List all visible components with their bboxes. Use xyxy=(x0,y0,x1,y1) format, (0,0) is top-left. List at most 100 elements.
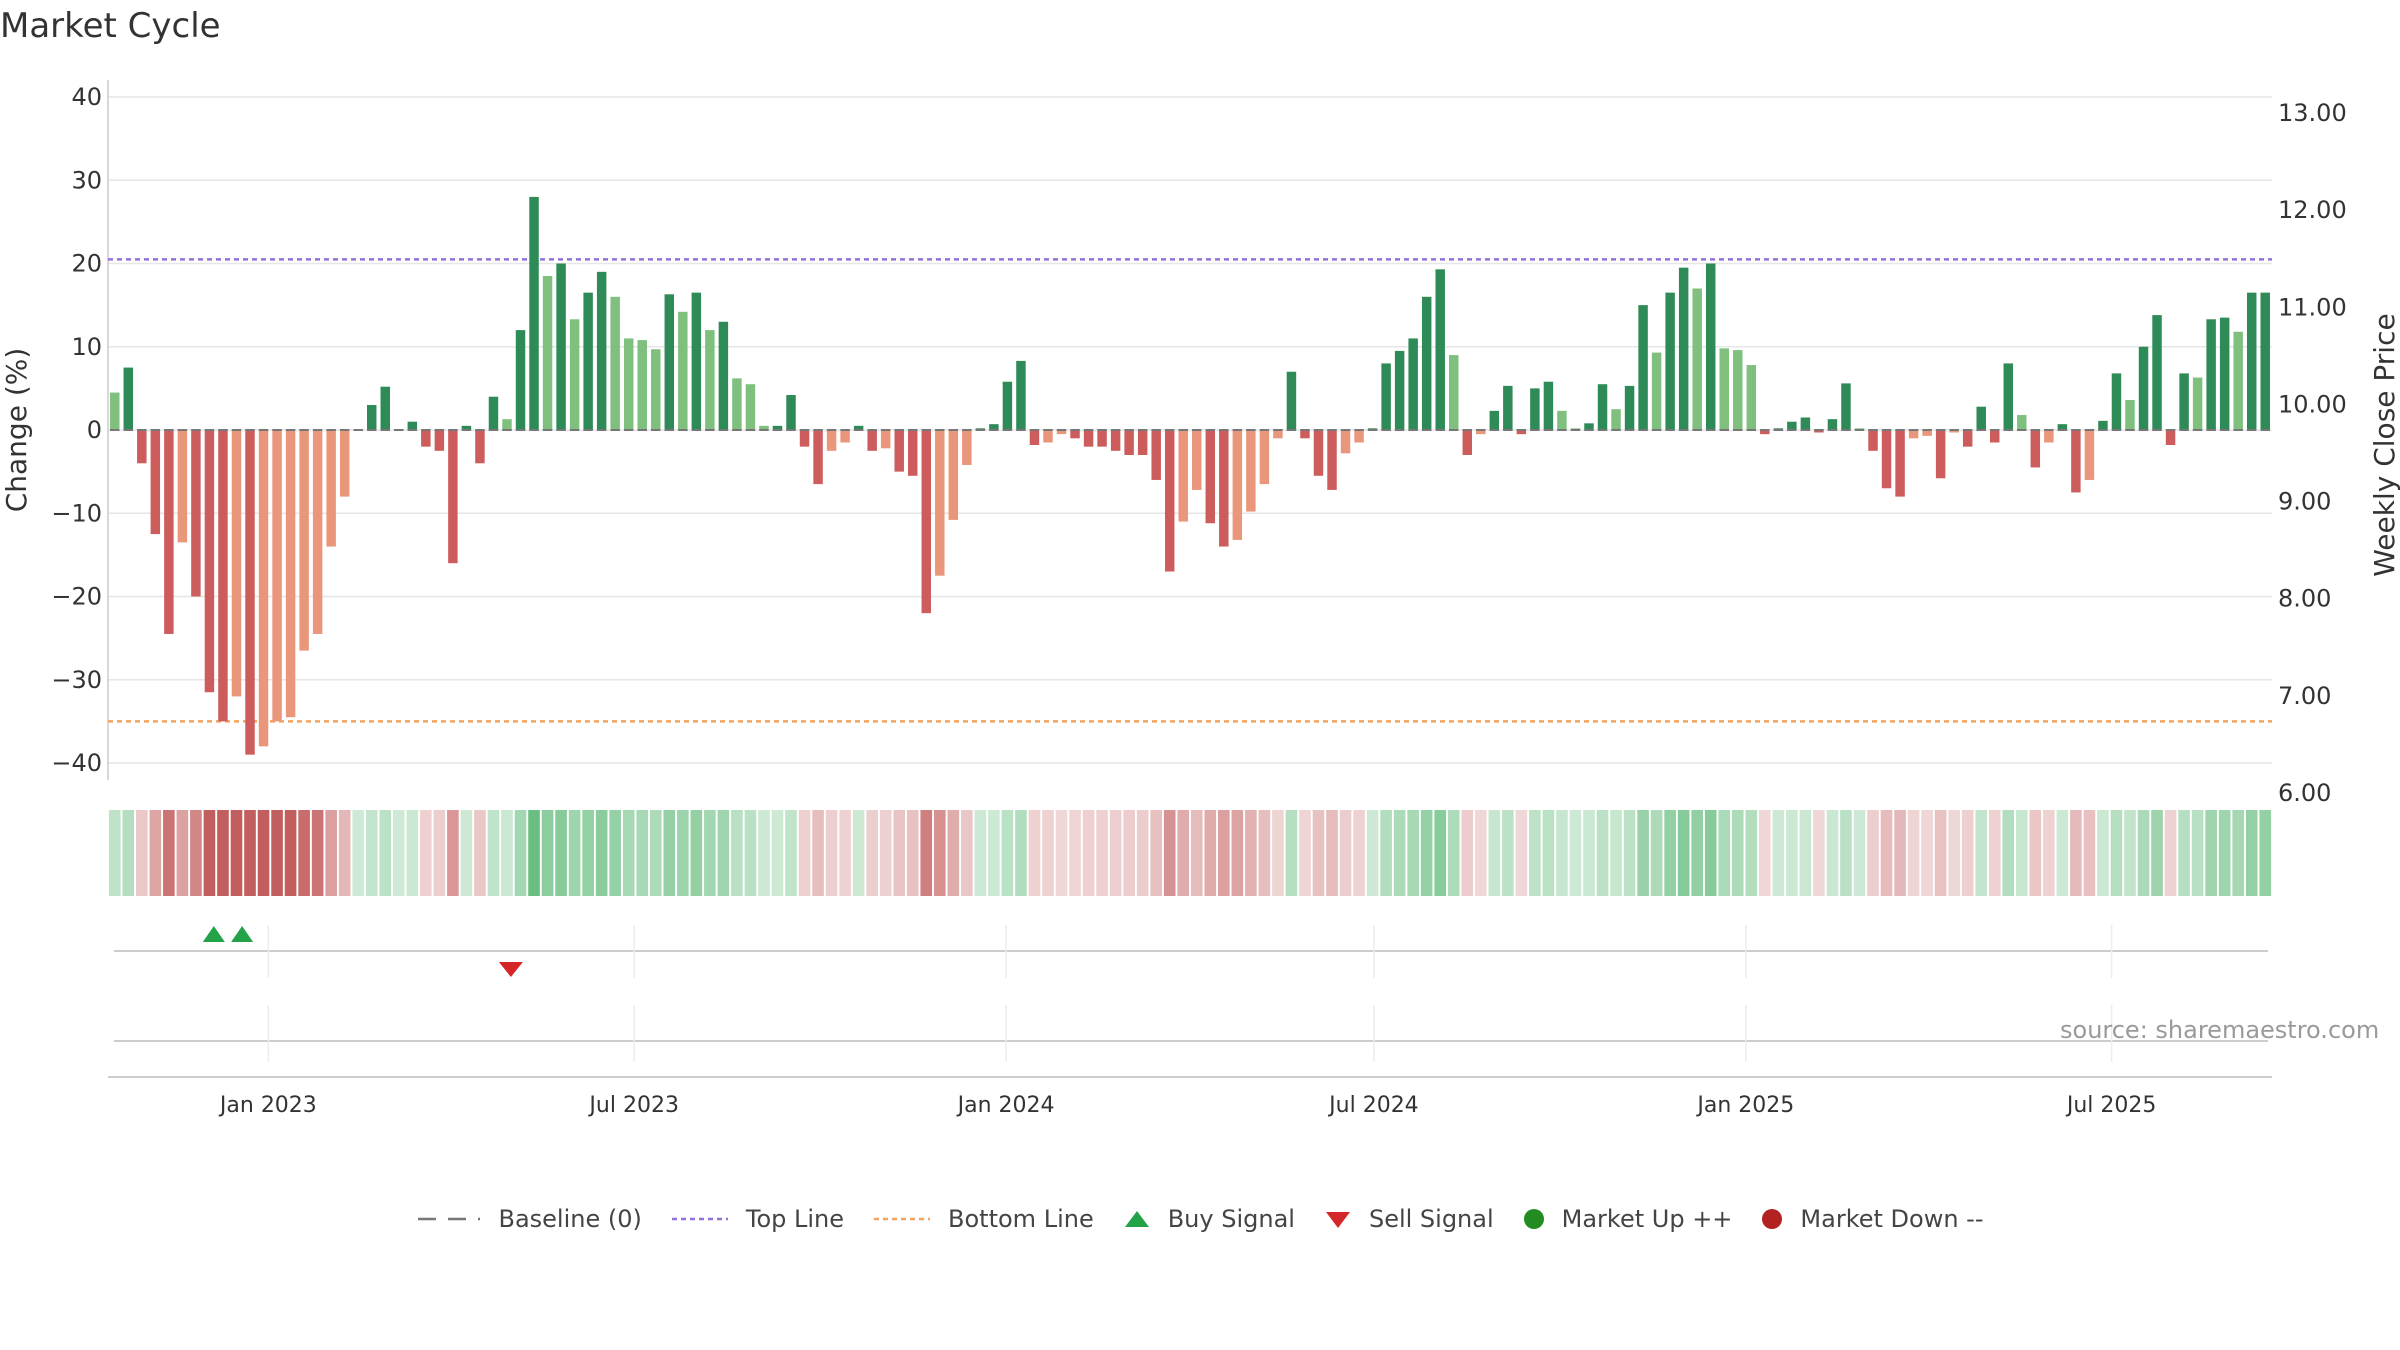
bar xyxy=(1760,430,1770,435)
heat-cell xyxy=(298,810,310,896)
x-tick-label: Jul 2023 xyxy=(587,1093,679,1118)
heat-cell xyxy=(1894,810,1906,896)
heat-cell xyxy=(555,810,567,896)
bar xyxy=(894,430,904,472)
heat-cell xyxy=(2191,810,2204,896)
heat-cell xyxy=(1231,810,1244,896)
bar xyxy=(272,430,282,722)
heat-cell xyxy=(1502,810,1514,896)
heat-cell xyxy=(1610,810,1622,896)
bar xyxy=(1895,430,1905,497)
bar xyxy=(1246,430,1256,512)
heat-cell xyxy=(595,810,608,896)
bar xyxy=(367,405,377,430)
bar xyxy=(285,430,296,718)
bar xyxy=(908,430,918,476)
heat-cell xyxy=(149,810,162,896)
bar xyxy=(759,425,769,430)
heat-cell xyxy=(906,810,919,896)
heat-cell xyxy=(1623,810,1636,896)
legend-label-sell: Sell Signal xyxy=(1368,1205,1494,1233)
bar xyxy=(948,430,959,520)
bar xyxy=(1286,371,1297,430)
heat-cell xyxy=(1772,810,1785,896)
heat-cell xyxy=(2137,810,2150,896)
bar xyxy=(1435,269,1445,430)
heat-cell xyxy=(758,810,770,896)
heat-cell xyxy=(2083,810,2096,896)
bar xyxy=(691,292,702,430)
heat-cell xyxy=(785,810,797,896)
legend-top-line-icon xyxy=(671,1217,728,1221)
heat-cell xyxy=(663,810,676,896)
heat-cell xyxy=(311,810,324,896)
heat-cell xyxy=(1042,810,1054,896)
legend-label-market-up: Market Up ++ xyxy=(1561,1205,1733,1233)
heat-cell xyxy=(839,810,851,896)
heat-cell xyxy=(1163,810,1176,896)
heat-cell xyxy=(2043,810,2055,896)
heat-cell xyxy=(2097,810,2109,896)
heat-cell xyxy=(1218,810,1230,896)
heat-cell xyxy=(1434,810,1447,896)
bar xyxy=(461,425,472,430)
heat-cell xyxy=(1826,810,1839,896)
bar xyxy=(1543,381,1554,430)
bar xyxy=(1624,385,1635,430)
heat-cell xyxy=(1285,810,1298,896)
heat-cell xyxy=(1272,810,1284,896)
heat-cell xyxy=(365,810,378,896)
heat-cell xyxy=(1840,810,1852,896)
bar xyxy=(1097,430,1107,447)
bar xyxy=(664,294,675,430)
heat-cell xyxy=(176,810,189,896)
bar xyxy=(1232,430,1243,540)
bar xyxy=(2084,430,2095,480)
bar xyxy=(1733,350,1743,430)
y-tick-label: 20 xyxy=(71,250,102,278)
heat-cell xyxy=(1380,810,1392,896)
heat-cell xyxy=(1677,810,1690,896)
bar xyxy=(867,430,877,451)
bar xyxy=(2219,317,2230,430)
bar xyxy=(2003,363,2013,430)
bar xyxy=(1151,430,1161,480)
heat-cell xyxy=(2218,810,2231,896)
bar xyxy=(1705,263,1716,430)
y-tick-label: −20 xyxy=(51,583,102,611)
heat-cell xyxy=(568,810,581,896)
heat-cell xyxy=(122,810,135,896)
bar xyxy=(1787,421,1797,430)
bar xyxy=(1476,430,1486,435)
heat-cell xyxy=(1853,810,1866,896)
bar xyxy=(921,430,931,614)
bar xyxy=(2165,430,2176,445)
legend-market-down-dot-icon xyxy=(1762,1209,1783,1229)
bar xyxy=(623,338,634,430)
heat-cell xyxy=(203,810,216,896)
heat-cell xyxy=(974,810,987,896)
bar xyxy=(1327,430,1337,490)
bar xyxy=(1178,430,1188,522)
bar xyxy=(1922,430,1932,436)
bar xyxy=(488,396,499,430)
x-tick-label: Jan 2025 xyxy=(1695,1093,1794,1118)
legend-item-top-line: Top Line xyxy=(670,1205,844,1233)
bar xyxy=(1394,350,1405,430)
bar xyxy=(610,296,620,430)
y-tick-label: −40 xyxy=(51,749,102,777)
bar xyxy=(853,425,864,430)
bar xyxy=(826,430,837,451)
bar xyxy=(110,392,120,430)
bar xyxy=(2260,292,2270,430)
bar xyxy=(1949,430,1959,433)
heat-cell xyxy=(1028,810,1041,896)
bar xyxy=(299,430,309,651)
bar xyxy=(1935,430,1946,479)
heat-cell xyxy=(649,810,662,896)
heat-cell xyxy=(1961,810,1974,896)
heat-cell xyxy=(1190,810,1203,896)
heat-cell xyxy=(379,810,392,896)
bar xyxy=(935,430,945,576)
heat-cell xyxy=(392,810,405,896)
